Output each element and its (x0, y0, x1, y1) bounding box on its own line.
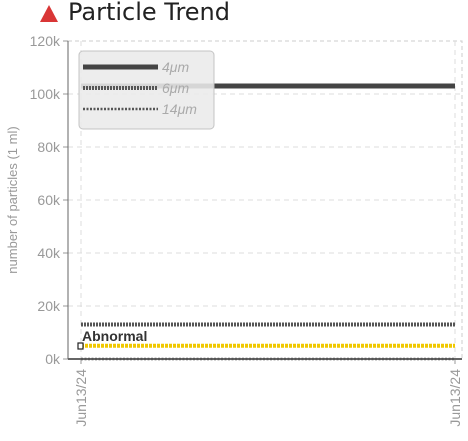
legend-label-0: 4μm (162, 59, 189, 75)
y-tick-label: 20k (37, 298, 61, 314)
particle-trend-chart: 0k 20k 40k 60k 80k 100k 120k Jun13/24 Jun13/24 nu… (5, 33, 463, 427)
y-tick-label: 0k (45, 351, 61, 367)
threshold-label: Abnormal (82, 328, 147, 344)
y-tick-label: 80k (37, 139, 61, 155)
chart-title: Particle Trend (68, 0, 230, 26)
plot-frame (67, 40, 463, 360)
y-tick-label: 60k (37, 192, 61, 208)
legend-label-2: 14μm (162, 101, 197, 117)
y-tick-label: 40k (37, 245, 61, 261)
x-tick-label: Jun13/24 (73, 369, 89, 427)
warning-triangle-icon (40, 5, 58, 22)
legend-label-1: 6μm (162, 80, 189, 96)
x-tick-label: Jun13/24 (447, 369, 463, 427)
y-axis-label: number of particles (1 ml) (5, 126, 20, 273)
chart-header: Particle Trend (0, 0, 468, 32)
y-tick-label: 120k (30, 33, 61, 49)
y-tick-label: 100k (30, 86, 61, 102)
threshold-marker (77, 342, 84, 350)
